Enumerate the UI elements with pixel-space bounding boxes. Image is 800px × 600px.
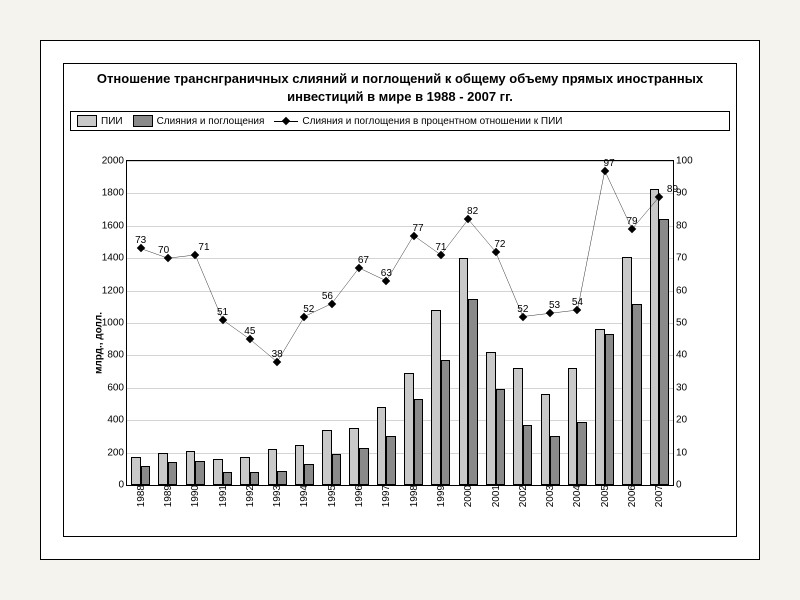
x-tick: 2002 xyxy=(518,485,529,510)
legend: ПИИ Слияния и поглощения Слияния и погло… xyxy=(70,111,730,131)
y-tick-left: 0 xyxy=(118,480,127,491)
x-tick: 2006 xyxy=(627,485,638,510)
pct-label: 56 xyxy=(322,290,333,301)
y-tick-left: 800 xyxy=(107,350,127,361)
y-tick-right: 80 xyxy=(673,220,687,231)
pct-label: 45 xyxy=(244,326,255,337)
y-tick-right: 10 xyxy=(673,447,687,458)
pct-label: 54 xyxy=(572,297,583,308)
pct-label: 72 xyxy=(494,239,505,250)
x-tick: 1995 xyxy=(327,485,338,510)
legend-item-pct: Слияния и поглощения в процентном отноше… xyxy=(274,116,562,127)
x-tick: 1989 xyxy=(163,485,174,510)
x-tick: 2000 xyxy=(463,485,474,510)
pct-label: 70 xyxy=(158,245,169,256)
y-tick-right: 0 xyxy=(673,480,682,491)
legend-item-pii: ПИИ xyxy=(77,115,123,127)
x-tick: 1988 xyxy=(136,485,147,510)
pct-line xyxy=(127,161,673,485)
outer-frame: Отношение транснграничных слияний и погл… xyxy=(40,40,760,560)
pct-label: 52 xyxy=(303,303,314,314)
x-tick: 2007 xyxy=(654,485,665,510)
y-tick-right: 30 xyxy=(673,382,687,393)
x-tick: 1990 xyxy=(190,485,201,510)
x-tick: 2005 xyxy=(600,485,611,510)
x-tick: 1994 xyxy=(299,485,310,510)
y-tick-left: 1400 xyxy=(102,253,127,264)
y-tick-right: 20 xyxy=(673,415,687,426)
legend-swatch-pii xyxy=(77,115,97,127)
pct-label: 53 xyxy=(549,300,560,311)
y-tick-left: 1000 xyxy=(102,318,127,329)
x-tick: 1999 xyxy=(436,485,447,510)
y-tick-right: 60 xyxy=(673,285,687,296)
pct-label: 63 xyxy=(381,268,392,279)
legend-label-pct: Слияния и поглощения в процентном отноше… xyxy=(302,116,562,127)
y-tick-left: 1600 xyxy=(102,220,127,231)
pct-label: 67 xyxy=(358,255,369,266)
y-tick-left: 1200 xyxy=(102,285,127,296)
x-tick: 2003 xyxy=(545,485,556,510)
chart-title: Отношение транснграничных слияний и погл… xyxy=(64,64,736,107)
pct-label: 71 xyxy=(198,242,209,253)
pct-label: 77 xyxy=(412,222,423,233)
y-tick-right: 70 xyxy=(673,253,687,264)
plot-wrap: млрд., долл. Доля слияний и поглощений в… xyxy=(70,156,730,530)
y-tick-right: 40 xyxy=(673,350,687,361)
x-tick: 2001 xyxy=(491,485,502,510)
y-tick-left: 600 xyxy=(107,382,127,393)
y-tick-left: 1800 xyxy=(102,188,127,199)
y-tick-right: 50 xyxy=(673,318,687,329)
legend-swatch-line xyxy=(274,116,298,126)
legend-label-pii: ПИИ xyxy=(101,116,123,127)
pct-label: 52 xyxy=(517,303,528,314)
pct-label: 73 xyxy=(135,235,146,246)
y-tick-right: 100 xyxy=(673,156,693,167)
pct-label: 71 xyxy=(435,242,446,253)
plot-area: 0200400600800100012001400160018002000010… xyxy=(126,160,674,486)
y-tick-left: 2000 xyxy=(102,156,127,167)
legend-swatch-ma xyxy=(133,115,153,127)
y-tick-left: 400 xyxy=(107,415,127,426)
x-tick: 1996 xyxy=(354,485,365,510)
pct-label: 89 xyxy=(667,183,678,194)
x-tick: 1993 xyxy=(272,485,283,510)
pct-label: 38 xyxy=(272,349,283,360)
pct-label: 97 xyxy=(604,158,615,169)
x-tick: 2004 xyxy=(572,485,583,510)
pct-label: 51 xyxy=(217,307,228,318)
pct-label: 82 xyxy=(467,206,478,217)
legend-item-ma: Слияния и поглощения xyxy=(133,115,265,127)
x-tick: 1997 xyxy=(381,485,392,510)
pct-label: 79 xyxy=(626,216,637,227)
legend-label-ma: Слияния и поглощения xyxy=(157,116,265,127)
y-tick-left: 200 xyxy=(107,447,127,458)
x-tick: 1998 xyxy=(409,485,420,510)
x-tick: 1992 xyxy=(245,485,256,510)
x-tick: 1991 xyxy=(218,485,229,510)
inner-frame: Отношение транснграничных слияний и погл… xyxy=(63,63,737,537)
